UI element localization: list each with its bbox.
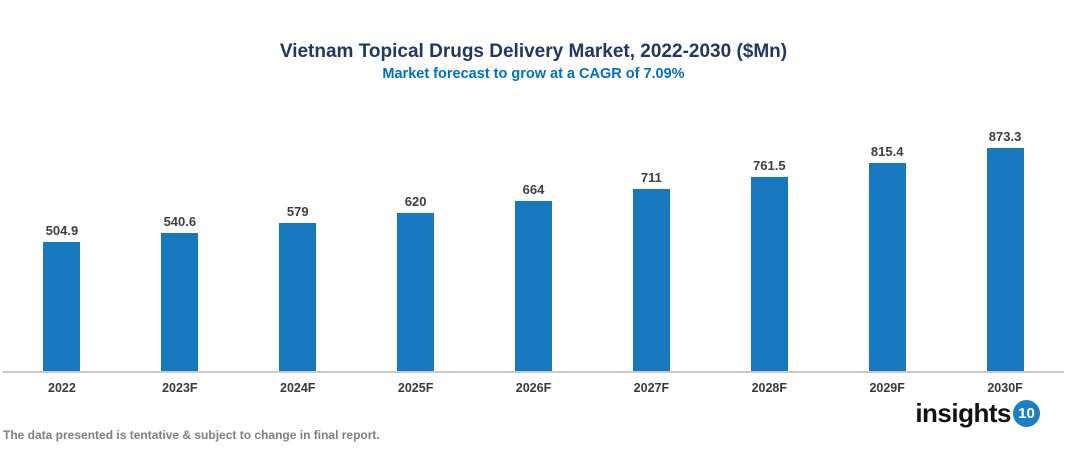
bar [632,189,670,371]
bar-value-label: 504.9 [45,223,79,238]
bar-column: 664 [475,182,593,371]
bar [986,148,1024,371]
bar-column: 540.6 [121,214,239,371]
x-axis-labels: 2022 2023F 2024F 2025F 2026F 2027F 2028F 2029F 2… [3,377,1064,395]
insights10-logo: insights 10 [915,398,1040,428]
chart-title: Vietnam Topical Drugs Delivery Market, 2… [279,41,788,62]
bar-column: 761.5 [710,158,828,371]
bar-value-label: 579 [286,204,309,219]
bar [161,233,199,371]
disclaimer-text: The data presented is tentative & subjec… [3,428,380,442]
x-axis-tick-label: 2030F [987,381,1023,395]
bar-column: 579 [239,204,357,371]
bar [515,201,552,371]
logo-text: insights [915,398,1011,428]
x-axis-tick-label: 2022 [48,381,76,395]
bar [750,177,788,371]
x-axis-tick-label: 2028F [751,381,788,395]
bar [868,163,906,371]
bar-column: 711 [592,170,710,371]
x-axis-tick-label: 2027F [633,381,670,395]
bar-column: 873.3 [946,129,1064,371]
bar [43,242,81,371]
bar-value-label: 873.3 [988,129,1022,144]
bar-plot-area: 504.9 540.6 579 620 664 711 761.5 815.4 873.3 [3,110,1064,373]
bar-value-label: 540.6 [163,214,197,229]
x-axis-tick-label: 2029F [869,381,905,395]
logo-badge: 10 [1013,399,1040,427]
bar-column: 815.4 [828,144,946,371]
bar-value-label: 815.4 [870,144,904,159]
bar-column: 620 [357,194,475,371]
bar-column: 504.9 [3,223,121,371]
bar-value-label: 664 [522,182,545,197]
x-axis-tick-label: 2024F [280,381,316,395]
x-axis-tick-label: 2026F [515,381,552,395]
bar [279,223,317,371]
x-axis-tick-label: 2023F [162,381,198,395]
bar [397,213,435,371]
x-axis-tick-label: 2025F [397,381,434,395]
bar-value-label: 620 [404,194,427,209]
bar-value-label: 761.5 [753,158,786,173]
chart-header: Vietnam Topical Drugs Delivery Market, 2… [0,40,1067,85]
chart-subtitle: Market forecast to grow at a CAGR of 7.0… [382,66,685,82]
bar-value-label: 711 [640,170,662,185]
